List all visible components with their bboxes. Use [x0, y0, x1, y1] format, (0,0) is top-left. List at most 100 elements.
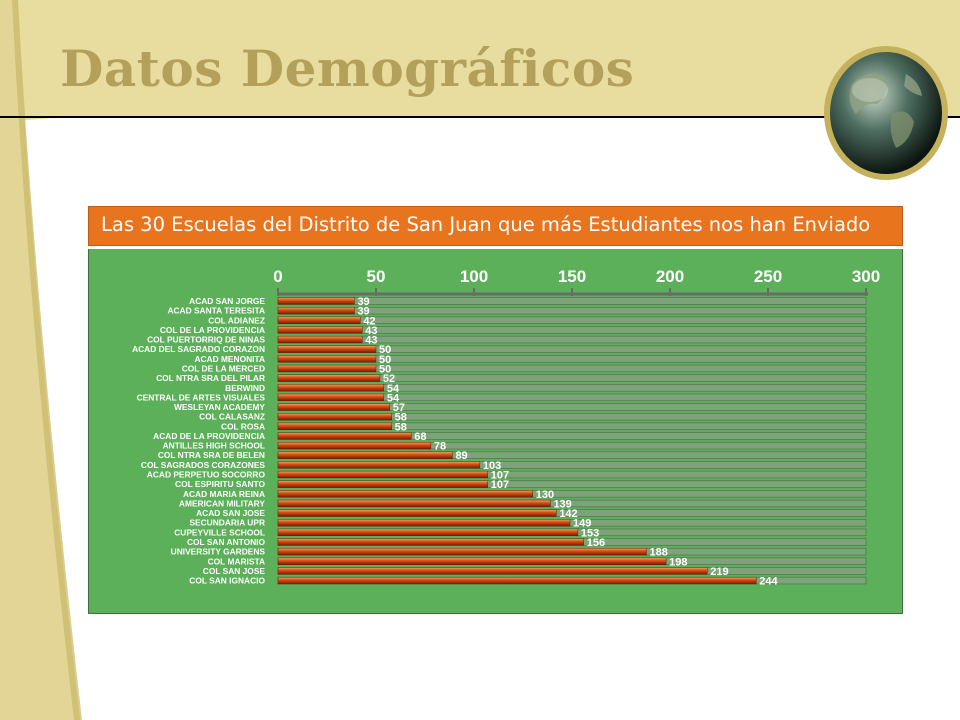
- chart-title-bar: Las 30 Escuelas del Distrito de San Juan…: [88, 206, 903, 246]
- data-label: 156: [587, 537, 605, 549]
- data-label: 244: [759, 576, 778, 588]
- data-label: 219: [710, 566, 728, 578]
- bar: [277, 355, 377, 363]
- category-label: COL ADIANEZ: [208, 315, 265, 325]
- category-label: ACAD SAN JOSE: [196, 508, 265, 518]
- data-label: 54: [387, 383, 400, 395]
- bar: [277, 499, 551, 508]
- data-label: 103: [483, 460, 501, 472]
- data-label: 50: [379, 354, 391, 366]
- data-label: 142: [559, 508, 577, 520]
- data-label: 43: [365, 335, 377, 347]
- bar: [277, 393, 385, 402]
- data-label: 52: [383, 373, 395, 385]
- category-label: ACAD SAN JORGE: [189, 296, 265, 306]
- category-label: COL SAN ANTONIO: [187, 537, 266, 547]
- bar: [277, 432, 412, 440]
- data-label: 68: [414, 431, 426, 443]
- data-label: 39: [357, 296, 369, 308]
- category-label: COL CALASANZ: [199, 412, 265, 422]
- data-label: 78: [434, 441, 446, 453]
- top-band: [0, 0, 960, 122]
- category-label: UNIVERSITY GARDENS: [171, 547, 266, 557]
- data-label: 149: [573, 518, 591, 530]
- bar: [277, 509, 557, 517]
- category-label: COL SAN JOSE: [203, 566, 266, 576]
- bar: [277, 364, 377, 373]
- category-label: COL DE LA PROVIDENCIA: [160, 325, 265, 335]
- category-label: COL NTRA SRA DEL PILAR: [156, 373, 265, 383]
- category-label: COL SAGRADOS CORAZONES: [141, 460, 265, 470]
- bar: [277, 480, 488, 488]
- left-band-shadow: [12, 0, 82, 720]
- bar: [277, 567, 708, 575]
- category-label: COL PUERTORRIQ DE NINAS: [147, 335, 265, 345]
- bar: [277, 326, 363, 334]
- data-label: 42: [363, 315, 375, 327]
- bar: [277, 519, 571, 527]
- category-label: CUPEYVILLE SCHOOL: [174, 527, 265, 537]
- x-tick-label: 150: [558, 267, 586, 286]
- data-label: 130: [536, 489, 554, 501]
- data-label: 54: [387, 392, 400, 404]
- x-tick-label: 300: [852, 267, 880, 286]
- data-label: 139: [553, 498, 571, 510]
- bar: [277, 548, 647, 556]
- bar: [277, 335, 363, 344]
- category-label: ACAD MENONITA: [194, 354, 265, 364]
- data-label: 107: [491, 479, 509, 491]
- data-label: 58: [395, 412, 407, 424]
- data-label: 50: [379, 363, 391, 375]
- bar: [277, 470, 488, 479]
- globe-icon: [824, 46, 948, 180]
- category-label: AMERICAN MILITARY: [179, 498, 265, 508]
- bar: [277, 538, 584, 546]
- x-tick-label: 250: [754, 267, 782, 286]
- bar: [277, 413, 392, 421]
- bar: [277, 528, 579, 536]
- x-tick-label: 200: [656, 267, 684, 286]
- x-tick-label: 100: [460, 267, 488, 286]
- bar: [277, 403, 390, 411]
- category-label: ACAD MARIA REINA: [183, 489, 265, 499]
- category-label: ACAD PERPETUO SOCORRO: [147, 470, 266, 480]
- data-label: 107: [491, 470, 509, 482]
- category-label: SECUNDARIA UPR: [189, 518, 265, 528]
- bar: [277, 297, 355, 305]
- bar: [277, 374, 381, 382]
- category-label: ACAD DEL SAGRADO CORAZON: [132, 344, 265, 354]
- data-label: 57: [393, 402, 405, 414]
- bar: [277, 442, 432, 450]
- category-label: ACAD DE LA PROVIDENCIA: [153, 431, 265, 441]
- category-label: COL DE LA MERCED: [182, 363, 265, 373]
- data-label: 198: [669, 556, 687, 568]
- category-label: COL ESPIRITU SANTO: [175, 479, 265, 489]
- data-label: 188: [649, 547, 667, 559]
- page-title: Datos Demográficos: [60, 39, 635, 98]
- data-label: 43: [365, 325, 377, 337]
- bar: [277, 422, 392, 430]
- category-label: ACAD SANTA TERESITA: [167, 306, 265, 316]
- data-label: 39: [357, 306, 369, 318]
- data-label: 89: [455, 450, 467, 462]
- bar: [277, 576, 757, 585]
- category-label: COL SAN IGNACIO: [189, 576, 265, 586]
- data-label: 153: [581, 527, 599, 539]
- bar: [277, 557, 667, 565]
- bar: [277, 384, 385, 392]
- category-label: CENTRAL DE ARTES VISUALES: [137, 392, 266, 402]
- category-label: WESLEYAN ACADEMY: [174, 402, 265, 412]
- bar: [277, 307, 355, 315]
- category-label: COL NTRA SRA DE BELEN: [158, 450, 265, 460]
- data-label: 50: [379, 344, 391, 356]
- bar: [277, 316, 361, 324]
- bar: [277, 461, 481, 469]
- bar: [277, 490, 534, 498]
- chart-title: Las 30 Escuelas del Distrito de San Juan…: [101, 213, 871, 236]
- chart-divider: [88, 246, 903, 249]
- x-tick-label: 0: [273, 267, 282, 286]
- category-label: COL MARISTA: [208, 556, 265, 566]
- category-label: ANTILLES HIGH SCHOOL: [163, 441, 265, 451]
- bar: [277, 345, 377, 353]
